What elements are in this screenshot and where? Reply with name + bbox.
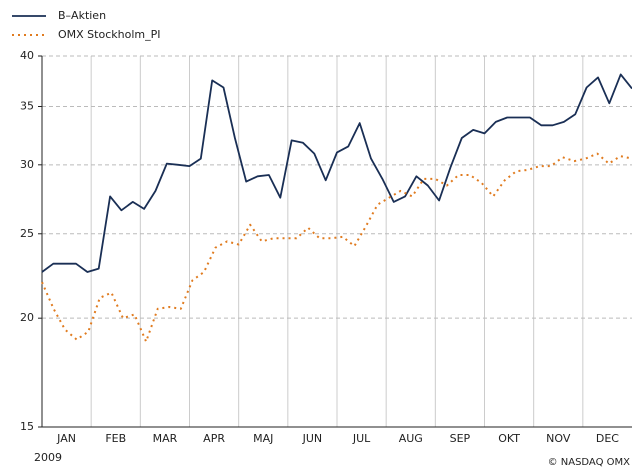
x-tick-label: MAJ bbox=[253, 432, 273, 445]
x-tick-label: JUL bbox=[352, 432, 371, 445]
x-note: 2009 bbox=[34, 451, 62, 464]
legend-label: B–Aktien bbox=[58, 9, 106, 22]
x-tick-label: APR bbox=[203, 432, 225, 445]
x-tick-label: SEP bbox=[450, 432, 471, 445]
x-tick-label: AUG bbox=[399, 432, 423, 445]
x-tick-label: MAR bbox=[153, 432, 178, 445]
y-tick-label: 40 bbox=[20, 49, 34, 62]
y-tick-label: 35 bbox=[20, 100, 34, 113]
x-tick-label: DEC bbox=[596, 432, 619, 445]
legend-label: OMX Stockholm_PI bbox=[58, 28, 160, 41]
series-line bbox=[41, 73, 632, 273]
x-tick-label: OKT bbox=[498, 432, 520, 445]
x-tick-label: FEB bbox=[105, 432, 126, 445]
y-tick-label: 25 bbox=[20, 227, 34, 240]
y-tick-label: 30 bbox=[20, 158, 34, 171]
x-tick-label: NOV bbox=[546, 432, 571, 445]
y-tick-label: 15 bbox=[20, 420, 34, 433]
x-tick-label: JAN bbox=[56, 432, 76, 445]
x-tick-label: JUN bbox=[302, 432, 323, 445]
y-tick-label: 20 bbox=[20, 311, 34, 324]
source: © NASDAQ OMX bbox=[548, 457, 631, 468]
